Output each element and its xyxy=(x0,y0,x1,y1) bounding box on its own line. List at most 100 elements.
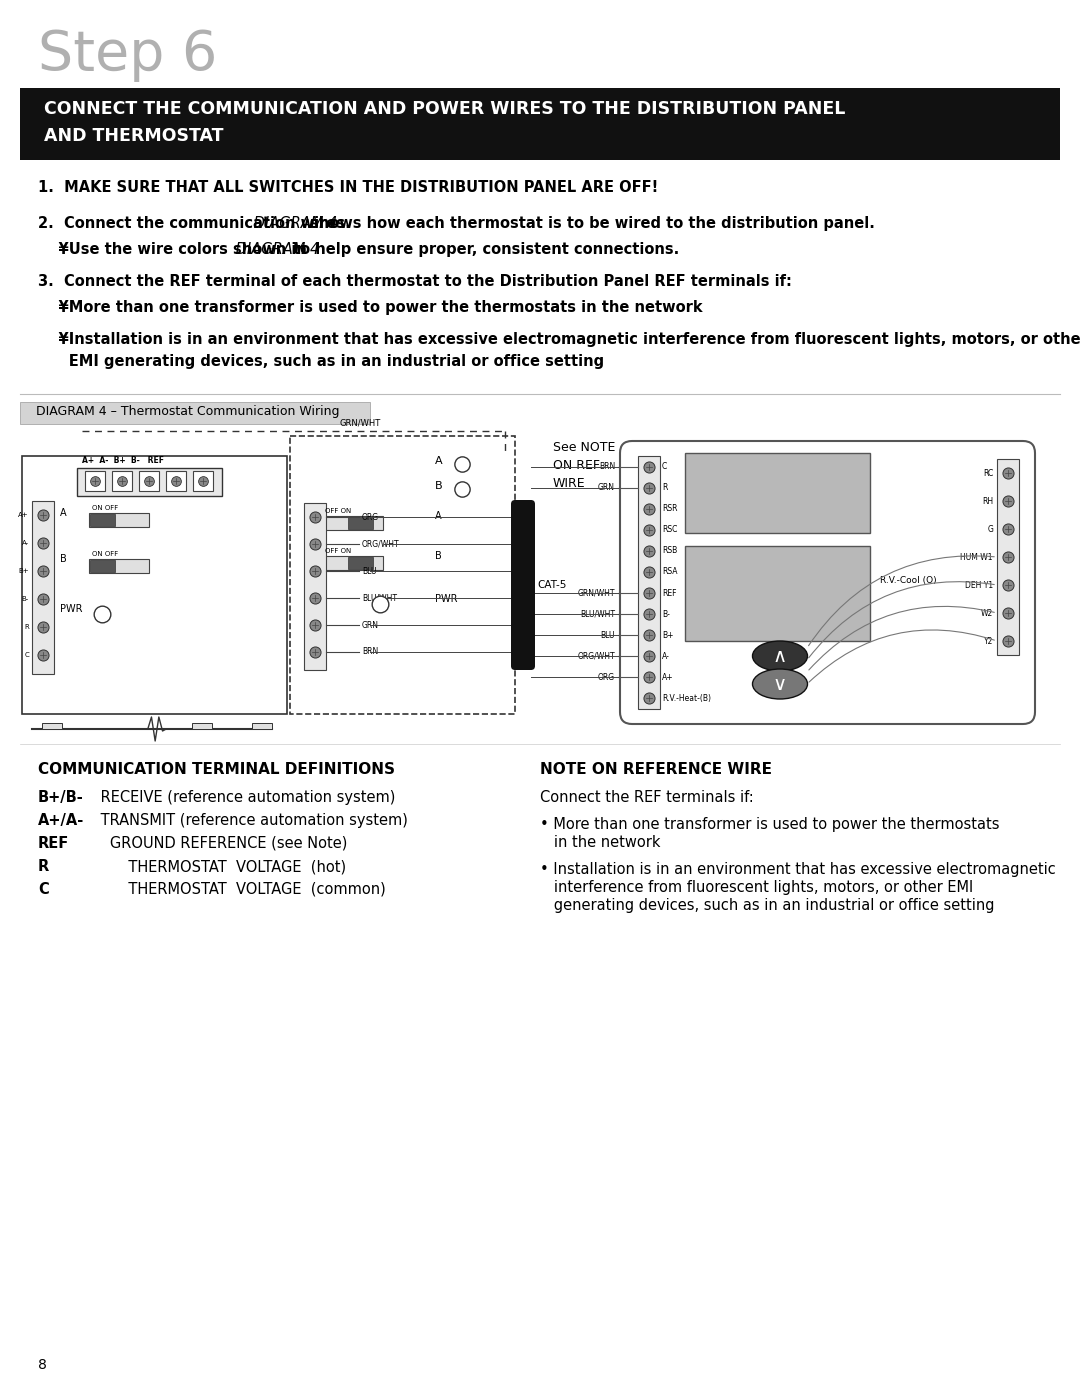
Bar xyxy=(21,402,370,425)
Text: A+: A+ xyxy=(662,673,674,682)
Text: 1.  MAKE SURE THAT ALL SWITCHES IN THE DISTRIBUTION PANEL ARE OFF!: 1. MAKE SURE THAT ALL SWITCHES IN THE DI… xyxy=(38,180,658,196)
Bar xyxy=(85,471,105,490)
Text: DIAGRAM 4: DIAGRAM 4 xyxy=(248,217,341,231)
Text: R: R xyxy=(38,859,50,875)
Text: A: A xyxy=(60,509,67,518)
Text: GRN/WHT: GRN/WHT xyxy=(578,588,615,598)
Text: CONNECT THE COMMUNICATION AND POWER WIRES TO THE DISTRIBUTION PANEL: CONNECT THE COMMUNICATION AND POWER WIRE… xyxy=(32,101,846,117)
Text: AND THERMOSTAT: AND THERMOSTAT xyxy=(32,127,224,145)
Text: See NOTE: See NOTE xyxy=(553,441,616,454)
Text: EMI generating devices, such as in an industrial or office setting: EMI generating devices, such as in an in… xyxy=(38,353,604,369)
Bar xyxy=(192,724,212,729)
Text: A: A xyxy=(435,511,442,521)
Text: DIAGRAM 4: DIAGRAM 4 xyxy=(231,242,324,257)
Text: B+: B+ xyxy=(662,630,674,640)
Bar xyxy=(112,471,132,490)
Text: RSB: RSB xyxy=(662,546,677,556)
Text: WIRE: WIRE xyxy=(553,476,585,490)
Bar xyxy=(90,514,114,527)
Text: B-: B- xyxy=(22,597,29,602)
Text: C: C xyxy=(24,652,29,658)
Text: C: C xyxy=(662,462,667,471)
Text: RSC: RSC xyxy=(662,525,677,534)
Text: BLU: BLU xyxy=(362,567,377,576)
Text: DEH Y1: DEH Y1 xyxy=(964,581,993,590)
Text: DIAGRAM 4 – Thermostat Communication Wiring: DIAGRAM 4 – Thermostat Communication Wir… xyxy=(28,405,339,418)
Bar xyxy=(348,557,373,569)
Text: BLU/WHT: BLU/WHT xyxy=(580,609,615,619)
Text: A-: A- xyxy=(22,541,29,546)
Bar xyxy=(42,724,62,729)
Bar xyxy=(166,471,186,490)
Text: W2: W2 xyxy=(981,609,993,617)
Text: ON OFF: ON OFF xyxy=(92,504,118,511)
Text: ON REF: ON REF xyxy=(553,460,600,472)
Bar xyxy=(139,471,159,490)
Text: HUM W1: HUM W1 xyxy=(960,552,993,562)
Bar xyxy=(89,559,149,573)
Text: RC: RC xyxy=(983,468,993,478)
Bar xyxy=(77,468,222,496)
Bar xyxy=(22,455,287,714)
FancyBboxPatch shape xyxy=(511,500,535,671)
Text: ¥Installation is in an environment that has excessive electromagnetic interferen: ¥Installation is in an environment that … xyxy=(38,332,1080,346)
Text: • Installation is in an environment that has excessive electromagnetic: • Installation is in an environment that… xyxy=(540,862,1056,877)
Text: COMMUNICATION TERMINAL DEFINITIONS: COMMUNICATION TERMINAL DEFINITIONS xyxy=(38,761,395,777)
Text: shows how each thermostat is to be wired to the distribution panel.: shows how each thermostat is to be wired… xyxy=(310,217,875,231)
Text: NOTE ON REFERENCE WIRE: NOTE ON REFERENCE WIRE xyxy=(540,761,772,777)
Ellipse shape xyxy=(753,669,808,698)
Text: B: B xyxy=(60,555,67,564)
Text: in the network: in the network xyxy=(540,835,661,849)
Text: THERMOSTAT  VOLTAGE  (common): THERMOSTAT VOLTAGE (common) xyxy=(96,882,386,897)
Ellipse shape xyxy=(753,641,808,671)
Bar xyxy=(685,453,870,534)
Text: ¥More than one transformer is used to power the thermostats in the network: ¥More than one transformer is used to po… xyxy=(38,300,703,314)
Text: REF: REF xyxy=(662,588,676,598)
Text: ORG/WHT: ORG/WHT xyxy=(578,652,615,661)
Text: GRN: GRN xyxy=(362,620,379,630)
Text: Step 6: Step 6 xyxy=(38,28,217,82)
Bar xyxy=(193,471,213,490)
Bar xyxy=(348,517,373,529)
Text: B+/B-: B+/B- xyxy=(38,789,84,805)
Bar xyxy=(638,455,660,710)
Text: C: C xyxy=(38,882,49,897)
Bar xyxy=(323,515,383,529)
Bar xyxy=(90,560,114,571)
Bar xyxy=(32,502,54,673)
Bar xyxy=(21,88,1059,161)
Text: BLU: BLU xyxy=(600,630,615,640)
Text: ∧: ∧ xyxy=(773,647,787,665)
Text: B: B xyxy=(435,481,443,490)
Text: Connect the REF terminals if:: Connect the REF terminals if: xyxy=(540,789,754,805)
Text: BRN: BRN xyxy=(598,462,615,471)
Text: R.V.-Cool (O): R.V.-Cool (O) xyxy=(880,577,936,585)
Bar xyxy=(303,503,326,671)
Bar xyxy=(323,556,383,570)
Text: to help ensure proper, consistent connections.: to help ensure proper, consistent connec… xyxy=(293,242,679,257)
Text: B: B xyxy=(435,550,442,562)
Text: A+: A+ xyxy=(18,511,29,518)
Text: RSA: RSA xyxy=(662,567,677,577)
Text: B-: B- xyxy=(662,609,670,619)
Text: ORG: ORG xyxy=(362,513,379,521)
Text: R.V.-Heat-(B): R.V.-Heat-(B) xyxy=(662,694,711,703)
Bar xyxy=(252,724,272,729)
Text: 2.  Connect the communication wires.: 2. Connect the communication wires. xyxy=(38,217,351,231)
Text: GROUND REFERENCE (see Note): GROUND REFERENCE (see Note) xyxy=(96,835,348,851)
Text: Y2: Y2 xyxy=(984,637,993,645)
Text: ORG: ORG xyxy=(598,673,615,682)
Text: OFF ON: OFF ON xyxy=(325,509,351,514)
Text: ON OFF: ON OFF xyxy=(92,550,118,557)
Text: THERMOSTAT  VOLTAGE  (hot): THERMOSTAT VOLTAGE (hot) xyxy=(96,859,346,875)
Text: A: A xyxy=(435,455,443,467)
Text: A-: A- xyxy=(662,652,670,661)
Bar xyxy=(291,436,515,714)
Text: • More than one transformer is used to power the thermostats: • More than one transformer is used to p… xyxy=(540,817,999,833)
Text: RECEIVE (reference automation system): RECEIVE (reference automation system) xyxy=(96,789,395,805)
Text: R: R xyxy=(24,624,29,630)
Text: 8: 8 xyxy=(38,1358,46,1372)
Text: CAT-5: CAT-5 xyxy=(537,580,566,590)
Text: GRN: GRN xyxy=(598,483,615,492)
Text: BRN: BRN xyxy=(362,647,378,657)
